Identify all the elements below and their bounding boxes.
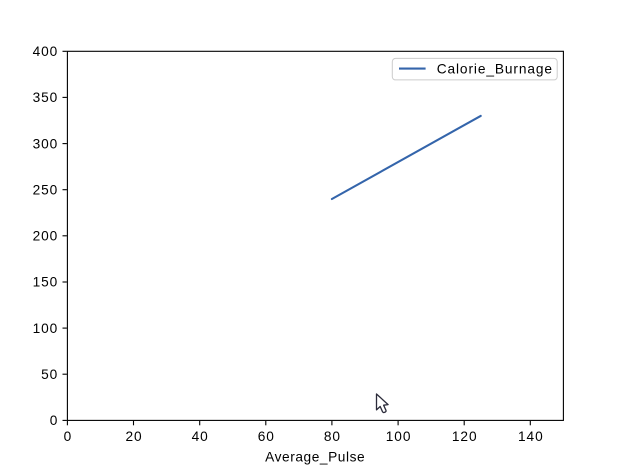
- svg-text:150: 150: [33, 275, 59, 290]
- svg-text:0: 0: [50, 413, 59, 428]
- svg-text:20: 20: [125, 429, 142, 444]
- svg-text:200: 200: [33, 229, 59, 244]
- svg-text:120: 120: [452, 429, 478, 444]
- svg-text:0: 0: [64, 429, 73, 444]
- svg-text:400: 400: [33, 44, 59, 59]
- svg-text:350: 350: [33, 90, 59, 105]
- svg-text:Calorie_Burnage: Calorie_Burnage: [437, 62, 553, 77]
- svg-text:250: 250: [33, 182, 59, 197]
- svg-text:60: 60: [258, 429, 275, 444]
- svg-text:100: 100: [33, 321, 59, 336]
- svg-text:100: 100: [386, 429, 412, 444]
- svg-text:80: 80: [324, 429, 341, 444]
- svg-text:300: 300: [33, 136, 59, 151]
- svg-text:40: 40: [192, 429, 209, 444]
- svg-text:140: 140: [518, 429, 544, 444]
- svg-text:Average_Pulse: Average_Pulse: [265, 450, 365, 465]
- svg-text:50: 50: [41, 367, 58, 382]
